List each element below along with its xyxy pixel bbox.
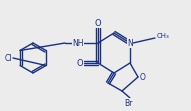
Text: NH: NH (72, 39, 84, 48)
Text: N: N (127, 39, 133, 48)
Text: CH₃: CH₃ (157, 33, 170, 39)
Text: Br: Br (124, 98, 132, 107)
Text: Cl: Cl (4, 54, 12, 62)
Text: O: O (77, 58, 83, 67)
Text: O: O (140, 72, 146, 81)
Text: O: O (95, 19, 101, 28)
